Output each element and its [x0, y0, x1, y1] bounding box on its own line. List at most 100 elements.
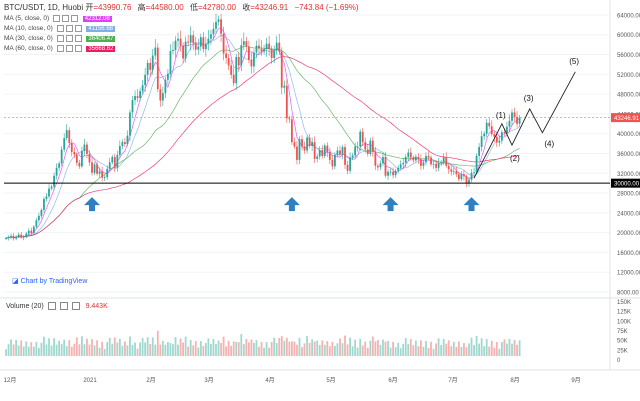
volume-bar [144, 342, 147, 356]
volume-bar [409, 339, 412, 356]
visibility-icon[interactable] [56, 45, 64, 52]
candle-body [207, 38, 210, 44]
candle-body [113, 156, 116, 168]
volume-bar [258, 346, 260, 356]
volume-bar [96, 340, 98, 356]
volume-bar [283, 340, 286, 356]
volume-bar [242, 344, 245, 356]
candle-body [32, 226, 35, 234]
candle-body [20, 234, 23, 238]
settings-icon[interactable] [65, 25, 73, 32]
volume-bar [101, 341, 104, 356]
candle-body [43, 198, 45, 210]
ma-legend-60[interactable]: MA (60, close, 0) 35668.62 [4, 45, 116, 53]
candle-body [265, 43, 268, 50]
volume-bar [336, 343, 339, 356]
candle-body [121, 142, 124, 147]
volume-bar [392, 341, 394, 356]
volume-bar [354, 339, 357, 356]
volume-bar [220, 342, 222, 356]
candle-body [88, 153, 91, 163]
price-tick-label: 36000.00 [617, 152, 640, 158]
volume-bar [240, 334, 243, 356]
candle-body [356, 146, 359, 148]
candle-body [488, 122, 491, 127]
settings-icon[interactable] [65, 45, 73, 52]
volume-bar [70, 346, 73, 356]
candle-body [118, 146, 121, 155]
candle-body [189, 35, 192, 43]
volume-bar [468, 343, 470, 356]
price-tick-label: 48000.00 [617, 93, 640, 99]
volume-bar [346, 344, 349, 356]
volume-bar [131, 345, 134, 356]
up-arrow-icon [84, 197, 101, 212]
candle-body [268, 43, 271, 50]
volume-bar [215, 344, 217, 356]
close-icon[interactable] [74, 45, 82, 52]
candle-body [490, 126, 493, 135]
visibility-icon[interactable] [52, 15, 60, 22]
volume-bar [179, 338, 182, 356]
volume-bar [184, 336, 187, 356]
candle-body [450, 169, 453, 172]
close-icon[interactable] [74, 25, 82, 32]
volume-bar [60, 343, 63, 356]
volume-bar [253, 343, 255, 356]
candle-body [10, 235, 12, 238]
volume-bar [7, 344, 10, 356]
volume-bar [30, 342, 33, 356]
moving-average-lines [5, 27, 520, 239]
candle-body [81, 151, 83, 167]
volume-bar [43, 336, 45, 356]
close-icon[interactable] [70, 15, 78, 22]
candle-body [361, 131, 364, 143]
settings-icon[interactable] [65, 35, 73, 42]
candle-body [222, 33, 225, 54]
candle-body [306, 137, 308, 151]
candle-body [397, 167, 400, 171]
settings-icon[interactable] [61, 15, 69, 22]
settings-icon[interactable] [59, 302, 68, 310]
candle-body [465, 176, 468, 184]
ma-legend-5[interactable]: MA (5, close, 0) 42312.08 [4, 15, 112, 23]
candle-body [503, 132, 506, 134]
volume-bar [10, 339, 12, 356]
candle-body [202, 37, 205, 50]
price-tick-label: 28000.00 [617, 192, 640, 198]
candle-body [98, 171, 101, 174]
volume-header: Volume (20) 9.443K [6, 302, 108, 310]
volume-bar [207, 338, 210, 356]
close-icon[interactable] [74, 35, 82, 42]
volume-bar [394, 347, 397, 356]
volume-bar [457, 341, 460, 356]
ma-legend-10[interactable]: MA (10, close, 0) 41156.68 [4, 25, 115, 33]
volume-bar [12, 344, 15, 356]
volume-bar [455, 346, 458, 356]
visibility-icon[interactable] [47, 302, 56, 310]
volume-bar [202, 345, 205, 356]
tradingview-link[interactable]: ◪ Chart by TradingView [12, 277, 87, 285]
volume-bar [113, 337, 116, 356]
price-tick-label: 56000.00 [617, 53, 640, 59]
visibility-icon[interactable] [56, 35, 64, 42]
candle-body [346, 164, 349, 171]
volume-bar [217, 340, 220, 356]
price-tick-label: 8000.00 [617, 291, 639, 297]
candle-body [437, 162, 440, 168]
candle-body [495, 136, 498, 143]
ma-legend-30[interactable]: MA (30, close, 0) 36406.47 [4, 35, 116, 43]
candle-body [35, 220, 38, 227]
candle-body [409, 152, 412, 158]
volume-bar [37, 347, 40, 356]
ohlc-high-label: 高 [137, 3, 146, 12]
volume-bar [430, 341, 432, 356]
candle-body [290, 119, 293, 143]
volume-bar [301, 347, 303, 356]
volume-label: Volume (20) [6, 302, 44, 310]
volume-bar [463, 343, 465, 356]
candle-body [93, 164, 96, 173]
close-icon[interactable] [71, 302, 80, 310]
visibility-icon[interactable] [56, 25, 64, 32]
